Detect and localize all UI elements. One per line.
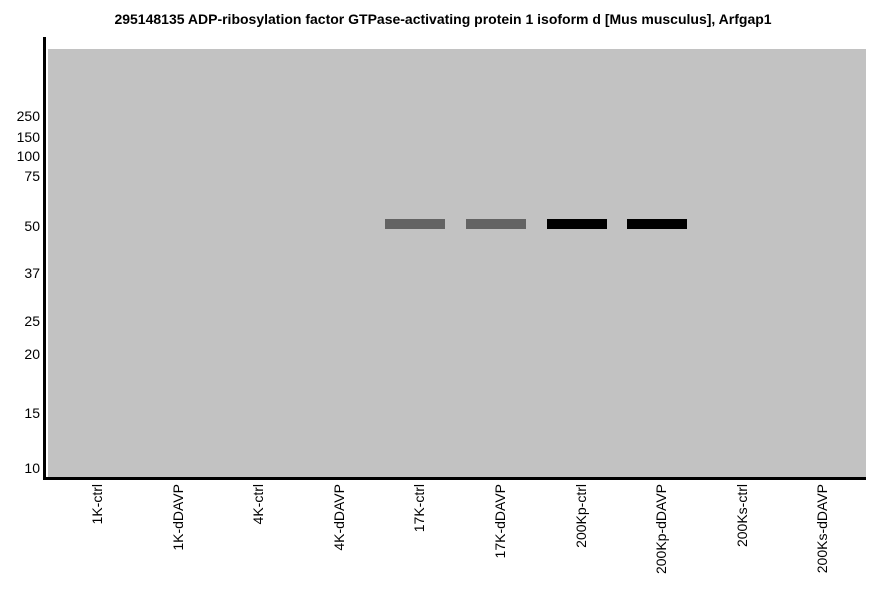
lane-label: 4K-dDAVP	[330, 484, 347, 551]
lane-label: 4K-ctrl	[250, 484, 267, 525]
mw-marker-label: 15	[24, 405, 40, 421]
lane-label: 200Ks-dDAVP	[814, 484, 831, 574]
protein-band	[385, 219, 446, 229]
mw-marker-label: 50	[24, 218, 40, 235]
lane-label: 200Ks-ctrl	[733, 484, 750, 548]
lane-label: 17K-dDAVP	[492, 484, 508, 559]
mw-marker-label: 25	[24, 312, 40, 329]
lane-label: 1K-dDAVP	[169, 484, 186, 551]
lane-label: 200Kp-dDAVP	[653, 484, 670, 575]
protein-band	[466, 219, 526, 229]
mw-marker-label: 100	[16, 148, 40, 164]
mw-marker-label: 10	[24, 460, 40, 476]
mw-marker-label: 150	[16, 128, 40, 145]
mw-marker-label: 250	[16, 108, 40, 125]
lane-label: 17K-ctrl	[411, 484, 428, 533]
protein-band	[627, 219, 688, 229]
x-axis-line	[43, 477, 866, 480]
protein-band	[546, 219, 607, 229]
y-axis-line	[43, 37, 46, 480]
mw-marker-label: 75	[24, 167, 40, 184]
mw-marker-label: 20	[24, 345, 40, 362]
gel-area	[48, 49, 866, 477]
mw-marker-label: 37	[24, 265, 40, 281]
lane-label: 1K-ctrl	[89, 484, 105, 525]
lane-label: 200Kp-ctrl	[572, 484, 589, 548]
figure-title: 295148135 ADP-ribosylation factor GTPase…	[114, 11, 772, 27]
